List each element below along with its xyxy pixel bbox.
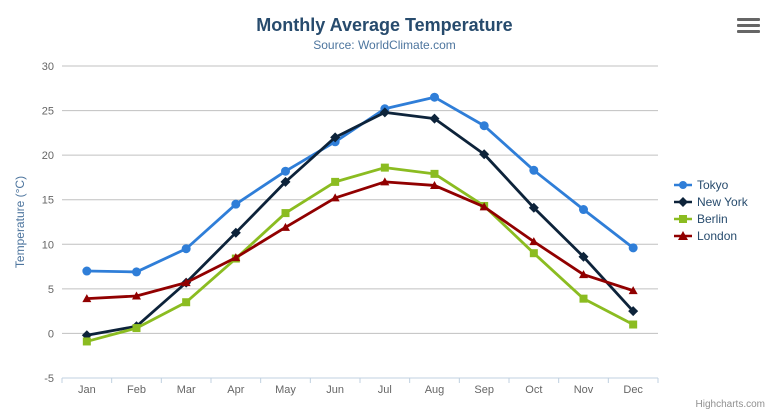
y-axis-tick-label: -5 — [44, 373, 54, 385]
series-london — [82, 177, 638, 303]
data-point-marker[interactable] — [330, 132, 341, 143]
series-line-new-york[interactable] — [85, 110, 635, 337]
series-new-york — [81, 107, 639, 341]
data-point-marker[interactable] — [181, 278, 191, 287]
chart-title: Monthly Average Temperature — [256, 15, 513, 35]
burger-bar — [737, 18, 760, 21]
x-axis-tick-label: Feb — [127, 384, 146, 396]
data-point-marker[interactable] — [579, 205, 588, 215]
data-point-marker[interactable] — [231, 253, 241, 262]
data-point-marker[interactable] — [528, 202, 539, 213]
x-axis-tick-label: May — [275, 384, 296, 396]
burger-bar — [737, 30, 760, 33]
x-axis-tick-label: Nov — [574, 384, 594, 396]
legend-marker-circle-icon — [674, 180, 692, 189]
y-axis-tick-label: 10 — [42, 239, 54, 251]
legend-marker-triangle-icon — [674, 230, 692, 240]
x-axis: Jan Feb Mar Apr May Jun Jul Aug Sep Oct Nov Dec — [61, 377, 659, 396]
chart-subtitle: Source: WorldClimate.com — [313, 38, 456, 52]
data-point-marker[interactable] — [579, 270, 588, 279]
data-point-marker[interactable] — [429, 113, 440, 124]
series-line-berlin[interactable] — [85, 166, 635, 343]
data-point-marker[interactable] — [82, 337, 91, 346]
x-axis-tick-label: Jun — [326, 384, 344, 396]
data-point-marker[interactable] — [182, 298, 191, 307]
data-point-marker[interactable] — [430, 92, 439, 102]
data-point-marker[interactable] — [380, 177, 390, 186]
data-point-marker[interactable] — [82, 294, 92, 303]
series-tokyo — [82, 92, 638, 277]
y-axis: -5 0 5 10 15 20 25 30 Temperature (°C) — [13, 61, 658, 385]
y-axis-tick-label: 25 — [42, 106, 54, 118]
x-axis-tick-label: Jul — [378, 384, 392, 396]
y-axis-title: Temperature (°C) — [13, 176, 27, 268]
data-point-marker[interactable] — [628, 286, 638, 295]
data-point-marker[interactable] — [379, 107, 390, 118]
data-point-marker[interactable] — [132, 267, 141, 277]
data-point-marker[interactable] — [529, 165, 539, 175]
y-axis-tick-label: 20 — [42, 150, 54, 162]
data-point-marker[interactable] — [82, 266, 92, 276]
data-point-marker[interactable] — [578, 251, 589, 262]
x-axis-tick-label: Oct — [525, 384, 542, 396]
legend: Tokyo New York Berlin London — [674, 176, 748, 244]
y-axis-tick-label: 15 — [42, 195, 54, 207]
data-point-marker[interactable] — [430, 169, 439, 178]
legend-item-london[interactable]: London — [674, 227, 748, 244]
y-axis-tick-label: 5 — [48, 284, 54, 296]
data-point-marker[interactable] — [579, 294, 588, 303]
data-point-marker[interactable] — [479, 202, 489, 211]
data-point-marker[interactable] — [132, 324, 141, 333]
data-point-marker[interactable] — [430, 180, 439, 189]
data-point-marker[interactable] — [628, 243, 638, 253]
legend-label-tokyo: Tokyo — [697, 177, 729, 192]
legend-label-new-york: New York — [697, 194, 748, 209]
data-point-marker[interactable] — [529, 237, 539, 246]
x-axis-tick-label: Sep — [474, 384, 494, 396]
data-point-marker[interactable] — [231, 199, 241, 209]
data-point-marker[interactable] — [280, 176, 291, 187]
data-point-marker[interactable] — [479, 121, 489, 131]
data-point-marker[interactable] — [629, 320, 638, 329]
legend-item-new-york[interactable]: New York — [674, 193, 748, 210]
data-point-marker[interactable] — [281, 166, 290, 176]
legend-label-london: London — [697, 228, 738, 243]
legend-item-tokyo[interactable]: Tokyo — [674, 176, 748, 193]
highcharts-credit[interactable]: Highcharts.com — [695, 399, 765, 410]
burger-bar — [737, 24, 760, 27]
y-axis-tick-label: 0 — [48, 328, 54, 340]
data-point-marker[interactable] — [281, 209, 290, 218]
x-axis-tick-label: Aug — [425, 384, 445, 396]
series-line-london[interactable] — [85, 180, 635, 301]
data-point-marker[interactable] — [181, 244, 191, 254]
x-axis-tick-label: Apr — [227, 384, 244, 396]
data-point-marker[interactable] — [529, 249, 538, 258]
data-point-marker[interactable] — [132, 291, 141, 300]
data-point-marker[interactable] — [479, 149, 490, 160]
y-axis-tick-label: 30 — [42, 61, 54, 73]
legend-item-berlin[interactable]: Berlin — [674, 210, 748, 227]
data-point-marker[interactable] — [380, 163, 389, 172]
x-axis-tick-label: Dec — [623, 384, 643, 396]
data-point-marker[interactable] — [330, 193, 340, 202]
export-menu-icon[interactable] — [737, 18, 760, 33]
data-point-marker[interactable] — [331, 177, 340, 186]
legend-label-berlin: Berlin — [697, 211, 728, 226]
data-point-marker[interactable] — [230, 227, 241, 238]
data-point-marker[interactable] — [628, 306, 639, 317]
x-axis-tick-label: Jan — [78, 384, 96, 396]
legend-marker-square-icon — [674, 214, 692, 223]
x-axis-tick-label: Mar — [177, 384, 196, 396]
data-point-marker[interactable] — [281, 222, 290, 231]
legend-marker-diamond-icon — [674, 196, 692, 207]
